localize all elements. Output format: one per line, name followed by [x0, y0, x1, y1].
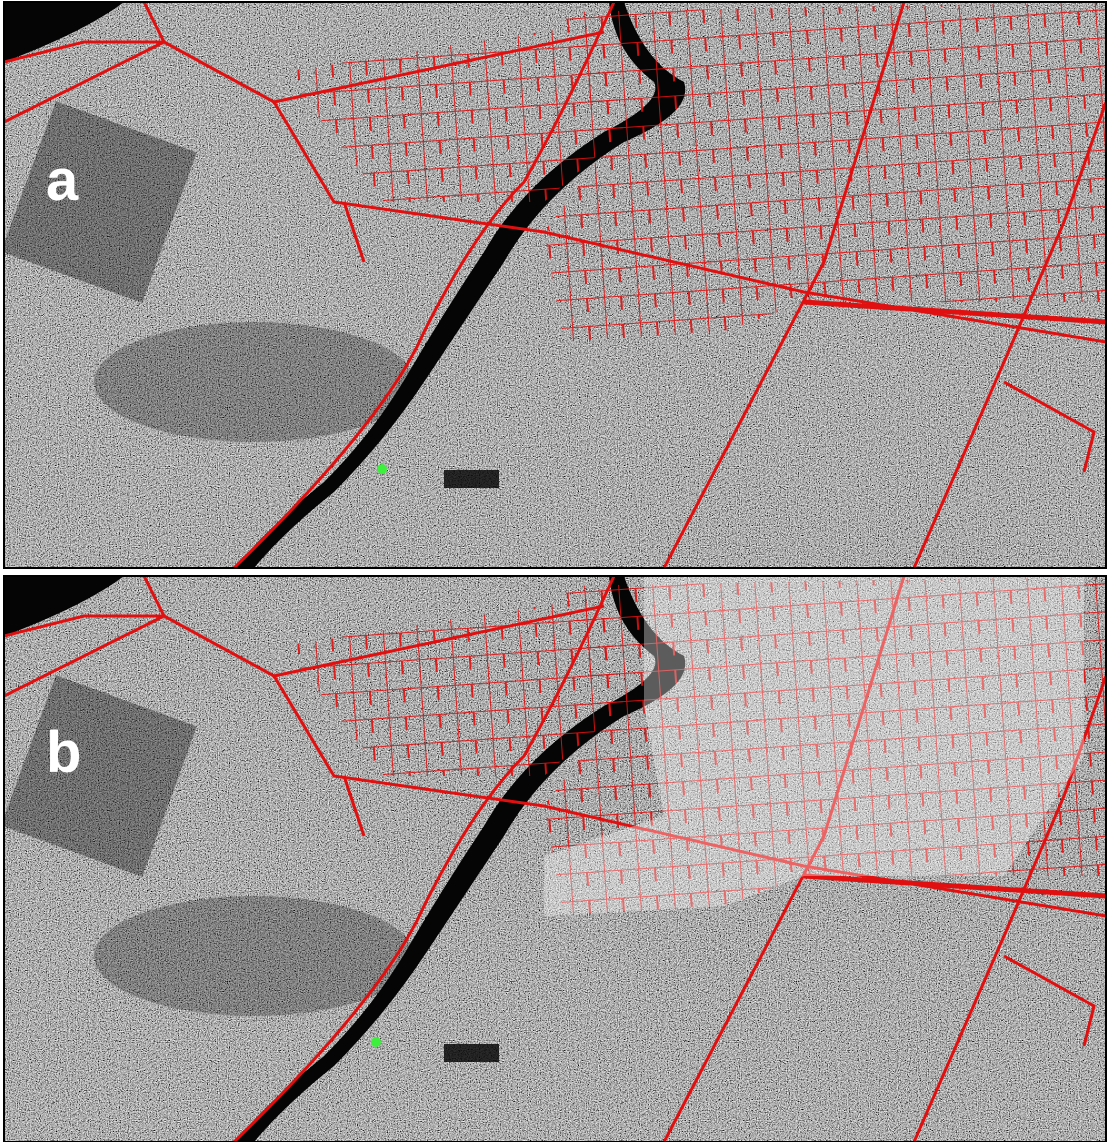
panel-border	[3, 1, 1107, 569]
marker	[371, 1037, 381, 1047]
sar-image	[1, 2, 1106, 568]
bright-area	[544, 576, 1084, 916]
panel-label: a	[46, 148, 79, 213]
marker	[377, 464, 387, 474]
panel-b: b	[3, 575, 1107, 1143]
panel-a: a	[1, 1, 1107, 569]
panel-label: b	[46, 720, 81, 785]
